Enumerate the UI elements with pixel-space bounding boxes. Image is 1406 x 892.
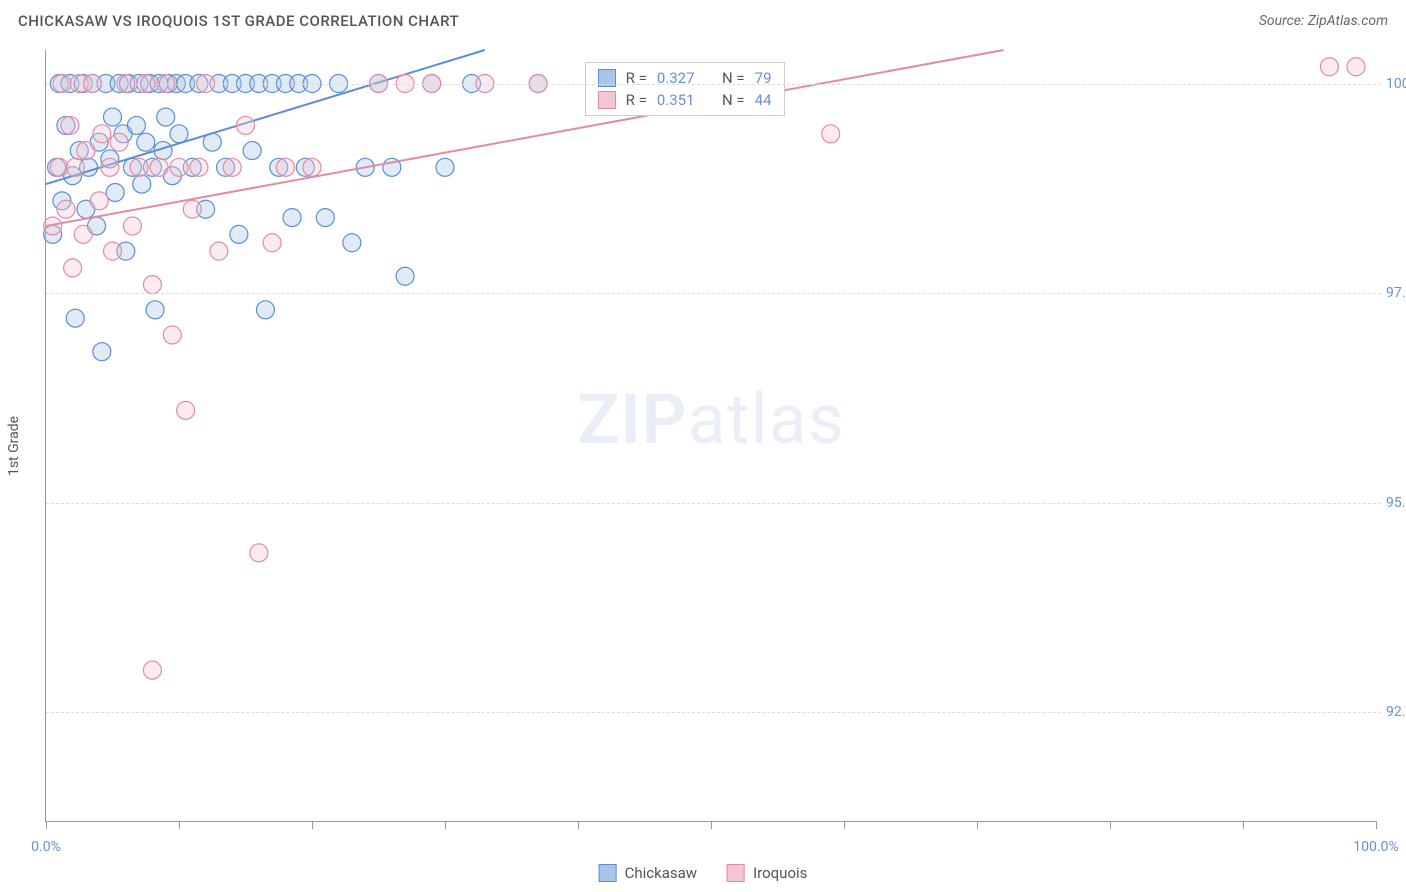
- x-tick: [578, 821, 579, 829]
- scatter-point: [74, 225, 92, 243]
- scatter-point: [436, 158, 454, 176]
- x-tick: [977, 821, 978, 829]
- scatter-point: [143, 661, 161, 679]
- x-tick: [179, 821, 180, 829]
- source-attribution: Source: ZipAtlas.com: [1259, 13, 1388, 29]
- scatter-point: [61, 116, 79, 134]
- x-tick: [1376, 821, 1377, 829]
- scatter-point: [137, 133, 155, 151]
- scatter-point: [256, 301, 274, 319]
- y-tick-label: 97.5%: [1386, 285, 1406, 301]
- scatter-point: [104, 108, 122, 126]
- x-tick: [1110, 821, 1111, 829]
- gridline: [46, 84, 1381, 85]
- legend-label-2: Iroquois: [753, 864, 807, 882]
- scatter-point: [343, 234, 361, 252]
- gridline: [46, 712, 1381, 713]
- stat-swatch: [598, 91, 616, 109]
- scatter-point: [106, 183, 124, 201]
- scatter-point: [133, 175, 151, 193]
- correlation-stat-box: R =0.327 N =79R =0.351 N =44: [585, 62, 785, 116]
- x-tick: [46, 821, 47, 829]
- scatter-point: [230, 225, 248, 243]
- scatter-point: [190, 158, 208, 176]
- scatter-point: [210, 242, 228, 260]
- scatter-point: [64, 259, 82, 277]
- chart-title: CHICKASAW VS IROQUOIS 1ST GRADE CORRELAT…: [18, 12, 459, 30]
- x-tick: [844, 821, 845, 829]
- scatter-point: [223, 158, 241, 176]
- scatter-point: [143, 276, 161, 294]
- scatter-point: [66, 158, 84, 176]
- legend-swatch-1: [599, 864, 617, 882]
- scatter-point: [1347, 58, 1365, 76]
- scatter-point: [183, 200, 201, 218]
- scatter-point: [263, 234, 281, 252]
- x-tick-label: 0.0%: [31, 839, 61, 855]
- gridline: [46, 503, 1381, 504]
- scatter-point: [77, 142, 95, 160]
- scatter-point: [237, 116, 255, 134]
- scatter-point: [276, 158, 294, 176]
- scatter-point: [66, 309, 84, 327]
- scatter-point: [303, 158, 321, 176]
- scatter-svg: [46, 50, 1376, 821]
- scatter-point: [250, 544, 268, 562]
- scatter-point: [104, 242, 122, 260]
- scatter-point: [123, 217, 141, 235]
- scatter-point: [57, 200, 75, 218]
- gridline: [46, 293, 1381, 294]
- scatter-point: [177, 401, 195, 419]
- scatter-point: [150, 158, 168, 176]
- scatter-point: [396, 267, 414, 285]
- legend-swatch-2: [727, 864, 745, 882]
- y-tick-label: 92.5%: [1386, 704, 1406, 720]
- x-tick: [312, 821, 313, 829]
- scatter-point: [163, 326, 181, 344]
- scatter-point: [110, 133, 128, 151]
- legend: Chickasaw Iroquois: [599, 864, 808, 882]
- scatter-point: [93, 343, 111, 361]
- scatter-point: [1320, 58, 1338, 76]
- x-tick-label: 100.0%: [1353, 839, 1398, 855]
- scatter-point: [283, 209, 301, 227]
- scatter-point: [101, 158, 119, 176]
- y-axis-label: 1st Grade: [6, 416, 22, 476]
- scatter-point: [170, 158, 188, 176]
- legend-item-chickasaw: Chickasaw: [599, 864, 697, 882]
- legend-item-iroquois: Iroquois: [727, 864, 807, 882]
- y-tick-label: 100.0%: [1386, 76, 1406, 92]
- stat-row: R =0.351 N =44: [598, 91, 772, 109]
- scatter-point: [243, 142, 261, 160]
- scatter-point: [93, 125, 111, 143]
- x-tick: [711, 821, 712, 829]
- x-tick: [1243, 821, 1244, 829]
- scatter-point: [170, 125, 188, 143]
- legend-label-1: Chickasaw: [625, 864, 697, 882]
- x-tick: [445, 821, 446, 829]
- scatter-point: [90, 192, 108, 210]
- scatter-point: [316, 209, 334, 227]
- scatter-point: [127, 116, 145, 134]
- scatter-point: [130, 158, 148, 176]
- y-tick-label: 95.0%: [1386, 495, 1406, 511]
- chart-plot-area: ZIPatlas R =0.327 N =79R =0.351 N =44 92…: [45, 50, 1376, 822]
- scatter-point: [146, 301, 164, 319]
- scatter-point: [50, 158, 68, 176]
- scatter-point: [822, 125, 840, 143]
- scatter-point: [157, 108, 175, 126]
